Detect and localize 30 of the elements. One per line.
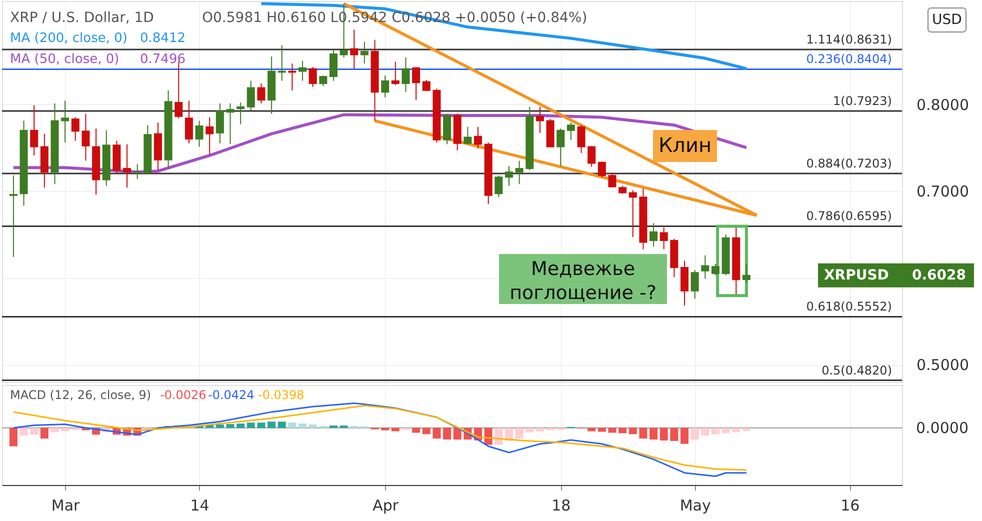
ref-line-label: 1(0.7923): [833, 94, 892, 108]
text: 0.0000: [916, 418, 968, 437]
x-tick-label: Apr: [372, 496, 400, 514]
x-tick-label: 16: [840, 496, 860, 514]
text: XRPUSD 0.6028: [824, 267, 966, 284]
ref-line-label: 1.114(0.8631): [806, 32, 892, 47]
annotation: Медвежье поглощение -?: [510, 258, 656, 304]
y-tick-label: 0.8000: [916, 96, 969, 114]
text: -0.0026: [160, 388, 206, 402]
ref-line-label: 0.786(0.6595): [806, 209, 892, 224]
annotation: Клин: [658, 133, 712, 157]
text: -0.0398: [258, 388, 304, 402]
ref-line-label: 0.884(0.7203): [806, 156, 892, 170]
x-tick-label: 14: [190, 496, 210, 514]
y-tick-label: 0.7000: [916, 182, 969, 201]
text: MA (50, close, 0): [10, 52, 120, 67]
x-tick-label: 18: [552, 496, 571, 514]
annotation: 0.8412: [140, 31, 186, 46]
text: MA (200, close, 0): [10, 31, 128, 46]
ref-line-label: 0.236(0.8404): [806, 52, 892, 66]
chart-title: MACD (12, 26, close, 9): [10, 388, 152, 402]
text: XRP / U.S. Dollar, 1D: [10, 10, 154, 26]
annotation: 0.7496: [140, 52, 186, 67]
x-tick-label: Mar: [51, 496, 81, 514]
ref-line-label: 0.618(0.5552): [806, 300, 892, 314]
ref-line-label: 0.5(0.4820): [822, 363, 892, 378]
x-tick-label: May: [680, 496, 711, 514]
text: -0.0424: [208, 388, 254, 402]
text: USD: [932, 12, 962, 28]
y-tick-label: 0.5000: [916, 356, 969, 374]
